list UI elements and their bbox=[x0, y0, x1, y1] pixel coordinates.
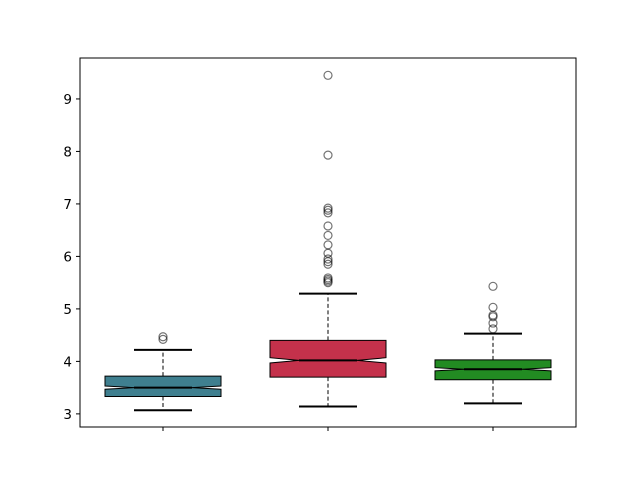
y-tick-label: 7 bbox=[63, 197, 72, 213]
outlier-point bbox=[488, 324, 498, 334]
box-group bbox=[269, 70, 387, 408]
box-group bbox=[434, 281, 552, 405]
box bbox=[104, 375, 222, 398]
outlier-point bbox=[323, 203, 333, 213]
y-tick-label: 6 bbox=[63, 249, 72, 265]
outlier-point bbox=[323, 273, 333, 283]
box bbox=[269, 339, 387, 378]
outlier-point bbox=[158, 332, 168, 342]
y-tick-label: 3 bbox=[63, 407, 72, 423]
outlier-point bbox=[158, 334, 168, 344]
y-axis: 3 4 5 6 7 8 9 bbox=[63, 92, 80, 423]
y-tick-label: 4 bbox=[63, 354, 72, 370]
y-tick-label: 5 bbox=[63, 302, 72, 318]
boxes bbox=[104, 70, 552, 412]
outlier-point bbox=[323, 230, 333, 241]
outlier-point bbox=[323, 150, 333, 160]
outlier-point bbox=[488, 281, 498, 291]
outlier-point bbox=[323, 208, 333, 218]
outlier-point bbox=[323, 240, 333, 250]
y-tick-label: 9 bbox=[63, 92, 72, 108]
outlier-point bbox=[323, 254, 333, 264]
outlier-point bbox=[323, 221, 333, 231]
y-tick-label: 8 bbox=[63, 144, 72, 160]
outlier-point bbox=[323, 259, 333, 269]
box-group bbox=[104, 332, 222, 412]
outlier-point bbox=[323, 70, 333, 80]
outlier-point bbox=[488, 302, 498, 312]
x-axis bbox=[162, 427, 494, 431]
